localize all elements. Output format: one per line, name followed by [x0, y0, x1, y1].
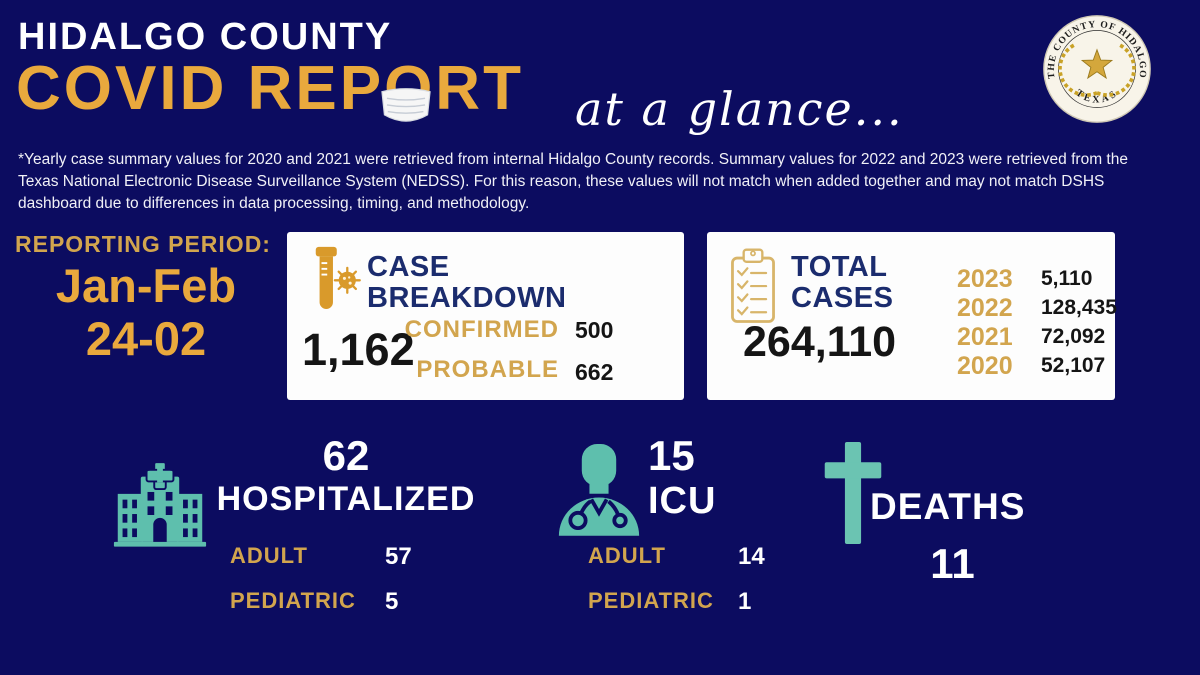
icu-count: 15 — [648, 432, 695, 479]
year-2020-value: 52,107 — [1041, 354, 1106, 377]
county-title: HIDALGO COUNTY — [18, 16, 393, 58]
reporting-period-label: REPORTING PERIOD: — [15, 231, 271, 257]
case-breakdown-card: CASE BREAKDOWN 1,162 CONFIRMED 500 PROBA… — [287, 232, 684, 400]
report-title-post: RT — [435, 54, 524, 123]
doctor-icon — [558, 444, 640, 536]
year-2022: 2022 — [957, 294, 1013, 322]
pediatric-label: PEDIATRIC — [588, 588, 714, 613]
year-2022-value: 128,435 — [1041, 296, 1117, 319]
hospitalized-label: HOSPITALIZED — [216, 480, 476, 518]
pediatric-label: PEDIATRIC — [230, 588, 356, 613]
year-2023: 2023 — [957, 265, 1013, 293]
icu-header: 15 ICU — [648, 432, 716, 523]
hospitalized-count: 62 — [322, 432, 370, 479]
memorial-cross-icon — [824, 442, 882, 544]
year-2023-value: 5,110 — [1041, 267, 1093, 290]
seal-wreath-right — [1096, 42, 1136, 97]
total-cases-total: 264,110 — [743, 318, 897, 366]
masked-letter-o: O — [381, 58, 435, 122]
total-cases-title: TOTAL CASES — [791, 251, 894, 314]
year-2020: 2020 — [957, 352, 1013, 380]
year-2021: 2021 — [957, 323, 1013, 351]
adult-label: ADULT — [230, 543, 308, 568]
disclaimer-text: *Yearly case summary values for 2020 and… — [18, 151, 1128, 212]
tagline: at a glance... — [575, 82, 904, 136]
icu-label: ICU — [648, 480, 717, 522]
hospital-building-icon — [113, 461, 207, 547]
test-tube-virus-icon — [315, 246, 361, 309]
seal-star — [1080, 48, 1114, 80]
face-mask-icon — [381, 88, 431, 122]
pediatric-value: 5 — [385, 588, 399, 615]
confirmed-label: CONFIRMED — [404, 316, 559, 343]
confirmed-value: 500 — [575, 317, 614, 343]
adult-value: 14 — [738, 543, 765, 570]
pediatric-value: 1 — [738, 588, 752, 615]
seal-wreath-left — [1058, 42, 1098, 97]
deaths-count: 11 — [930, 540, 975, 587]
adult-label: ADULT — [588, 543, 666, 568]
probable-label: PROBABLE — [416, 356, 559, 383]
adult-value: 57 — [385, 543, 412, 570]
deaths-label: DEATHS — [870, 486, 1026, 527]
report-title-pre: COVID REP — [16, 54, 385, 123]
year-2021-value: 72,092 — [1041, 325, 1106, 348]
reporting-period-dates: Jan-Feb 24-02 — [0, 259, 292, 365]
reporting-period-line1: Jan-Feb — [55, 259, 237, 312]
case-breakdown-title: CASE BREAKDOWN — [367, 251, 567, 314]
hospitalized-header: 62 HOSPITALIZED — [200, 432, 492, 519]
reporting-period-line2: 24-02 — [85, 311, 207, 365]
hidalgo-county-seal: THE COUNTY OF HIDALGO TEXAS — [1043, 15, 1151, 123]
checklist-clipboard-icon — [731, 248, 775, 323]
case-breakdown-total: 1,162 — [302, 324, 415, 375]
report-title: COVID REPO RT — [16, 58, 524, 122]
probable-value: 662 — [575, 359, 614, 385]
total-cases-card: TOTAL CASES 264,110 2023 5,110 2022 128,… — [707, 232, 1117, 400]
